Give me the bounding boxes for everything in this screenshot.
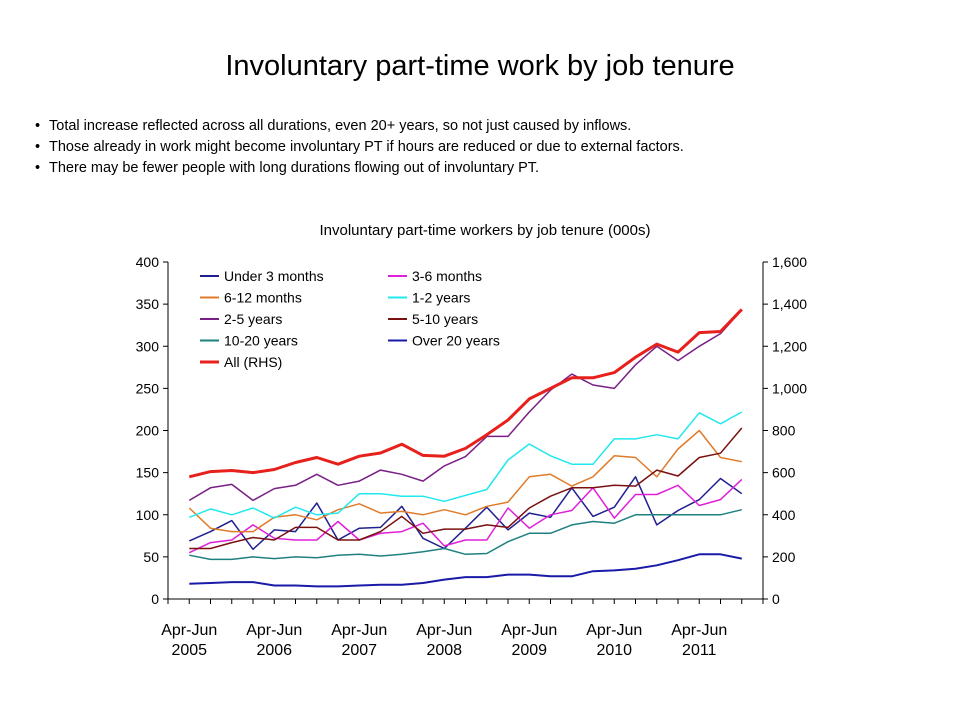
series-line-10-20-years	[189, 508, 742, 561]
y-right-tick-label: 1,200	[772, 338, 807, 354]
series-line-over-20-years	[189, 553, 742, 588]
chart-legend: Under 3 months 3-6 months 6-12 months 1-2 y…	[200, 268, 500, 370]
x-tick-label: Apr-Jun	[416, 622, 472, 639]
bullet-list: Total increase reflected across all dura…	[35, 116, 684, 179]
y-left-tick-label: 300	[136, 338, 160, 354]
legend-label: 1-2 years	[412, 290, 470, 306]
y-right-tick-label: 400	[772, 507, 796, 523]
legend-label: 6-12 months	[224, 290, 302, 306]
y-right-tick-label: 0	[772, 591, 780, 607]
y-left-tick-label: 0	[151, 591, 159, 607]
series-line-all-rhs	[188, 308, 743, 479]
y-left-tick-label: 150	[136, 465, 160, 481]
y-left-tick-label: 100	[136, 507, 160, 523]
axes: 0 50 100 150 200 250 300 350 400 0 200 400 600 800 1,0…	[136, 254, 808, 659]
series-line-6-12-months	[188, 429, 742, 533]
bullet-item: Those already in work might become invol…	[35, 137, 684, 158]
page-title: Involuntary part-time work by job tenure	[225, 50, 735, 82]
x-tick-label: Apr-Jun	[671, 622, 727, 639]
x-tick-label: 2008	[426, 642, 462, 659]
y-left-tick-label: 200	[136, 423, 160, 439]
series-layer	[188, 308, 743, 588]
legend-label: 5-10 years	[412, 311, 478, 327]
x-tick-label: 2011	[682, 642, 717, 659]
x-tick-label: Apr-Jun	[586, 622, 642, 639]
x-tick-label: 2006	[256, 642, 292, 659]
series-line-2-5-years	[188, 309, 743, 502]
x-tick-label: 2009	[511, 642, 547, 659]
x-tick-label: Apr-Jun	[246, 622, 302, 639]
x-tick-label: 2010	[596, 642, 632, 659]
series-line-under-3-months	[188, 476, 743, 551]
x-tick-label: 2007	[341, 642, 377, 659]
y-left-tick-label: 400	[136, 254, 160, 270]
x-tick-label: 2005	[171, 642, 207, 659]
legend-label: 10-20 years	[224, 333, 298, 349]
chart-title: Involuntary part-time workers by job ten…	[320, 222, 651, 239]
y-right-tick-label: 1,000	[772, 380, 807, 396]
y-left-tick-label: 50	[143, 549, 159, 565]
x-tick-label: Apr-Jun	[501, 622, 557, 639]
y-right-tick-label: 800	[772, 423, 796, 439]
x-tick-label: Apr-Jun	[331, 622, 387, 639]
legend-label: 2-5 years	[224, 311, 282, 327]
legend-label: Over 20 years	[412, 333, 500, 349]
series-line-1-2-years	[189, 411, 743, 519]
legend-label: Under 3 months	[224, 268, 324, 284]
bullet-item: Total increase reflected across all dura…	[35, 116, 684, 137]
legend-label: 3-6 months	[412, 268, 482, 284]
y-left-tick-label: 350	[136, 296, 160, 312]
y-right-tick-label: 200	[772, 549, 796, 565]
y-right-tick-label: 600	[772, 465, 796, 481]
legend-label: All (RHS)	[224, 354, 282, 370]
y-left-tick-label: 250	[136, 380, 160, 396]
bullet-item: There may be fewer people with long dura…	[35, 158, 684, 179]
series-line-3-6-months	[188, 478, 743, 554]
series-line-5-10-years	[189, 427, 743, 550]
x-tick-label: Apr-Jun	[161, 622, 217, 639]
y-right-tick-label: 1,600	[772, 254, 807, 270]
y-right-tick-label: 1,400	[772, 296, 807, 312]
